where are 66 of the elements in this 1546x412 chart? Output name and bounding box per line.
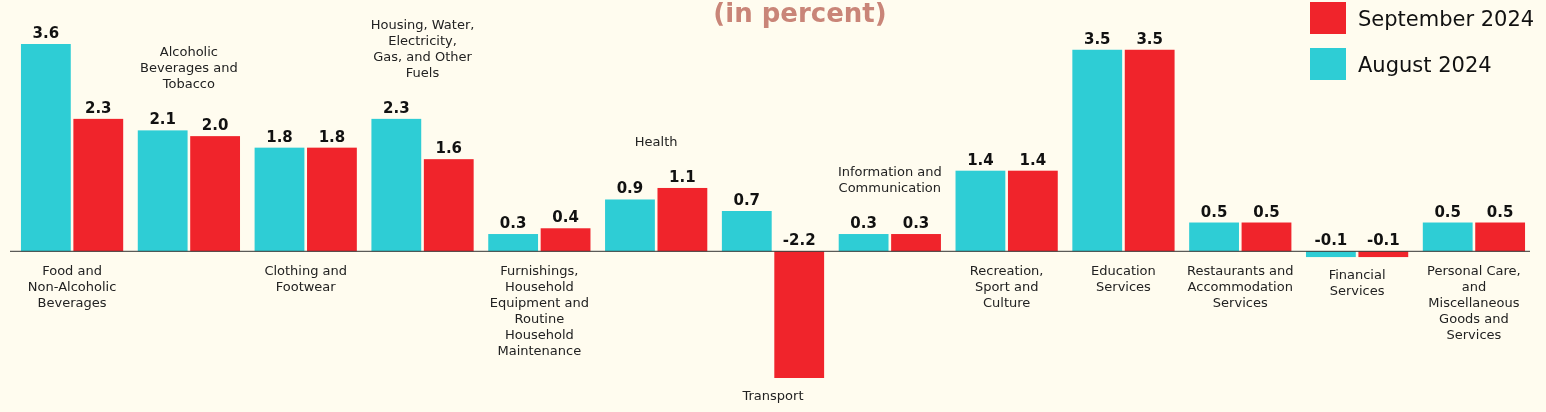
- bar: [605, 199, 655, 252]
- data-label: 1.1: [669, 167, 696, 186]
- bar: [190, 136, 241, 252]
- data-label: 3.5: [1136, 29, 1163, 48]
- bar: [307, 147, 357, 252]
- bar: [540, 228, 591, 252]
- data-label: 2.0: [201, 116, 229, 135]
- bar: [955, 170, 1006, 252]
- bar: [423, 159, 474, 252]
- x-tick-label: Personal Care, and Miscellaneous Goods and Services: [1427, 263, 1521, 343]
- bar: [1422, 222, 1473, 252]
- bar: [721, 211, 772, 252]
- x-tick-label: Restaurants and Accommodation Services: [1187, 263, 1294, 311]
- bar: [1124, 49, 1175, 252]
- bar: [137, 130, 188, 252]
- bar: [774, 251, 825, 378]
- data-label: 1.8: [318, 127, 346, 146]
- bar: [254, 147, 305, 252]
- x-tick-label: Alcoholic Beverages and Tobacco: [140, 44, 238, 92]
- bar: [488, 234, 539, 252]
- data-label: 0.4: [552, 208, 579, 227]
- data-label: -0.1: [1314, 231, 1348, 250]
- bar: [1475, 222, 1526, 252]
- x-tick-label: Clothing and Footwear: [264, 263, 348, 295]
- bar: [20, 44, 71, 252]
- x-tick-label: Financial Services: [1328, 267, 1386, 299]
- x-tick-label: Recreation, Sport and Culture: [969, 263, 1044, 311]
- legend-label: September 2024: [1358, 7, 1535, 31]
- data-label: -0.1: [1366, 231, 1400, 250]
- x-tick-label: Education Services: [1091, 263, 1156, 295]
- data-label: 3.6: [32, 24, 60, 42]
- data-label: 1.4: [1019, 150, 1047, 169]
- data-label: 1.8: [266, 127, 293, 146]
- data-label: 0.5: [1434, 202, 1461, 221]
- data-label: 0.9: [616, 179, 644, 198]
- data-label: 2.1: [149, 110, 176, 129]
- data-label: 0.5: [1200, 202, 1228, 221]
- data-label: 2.3: [383, 98, 410, 117]
- data-label: -2.2: [782, 231, 816, 250]
- x-tick-label: Food and Non-Alcoholic Beverages: [27, 263, 117, 311]
- bar: [1007, 170, 1058, 252]
- bar: [371, 118, 422, 252]
- data-label: 0.3: [850, 214, 877, 233]
- legend-label: August 2024: [1358, 53, 1492, 77]
- data-label: 0.3: [499, 214, 527, 233]
- x-tick-label: Health: [634, 133, 678, 149]
- x-tick-label: Information and Communication: [837, 164, 942, 196]
- data-label: 1.6: [435, 139, 463, 158]
- x-tick-label: Furnishings, Household Equipment and Routine Household Maintenance: [489, 263, 589, 359]
- bar: [891, 234, 941, 252]
- data-label: 1.4: [967, 150, 994, 169]
- bar: [73, 118, 124, 252]
- bar: [1189, 222, 1239, 252]
- data-label: 0.5: [1253, 202, 1280, 221]
- bar: [1072, 49, 1123, 252]
- data-label: 0.5: [1486, 202, 1514, 221]
- bar: [838, 234, 889, 252]
- bar: [1241, 222, 1292, 252]
- data-label: 2.3: [85, 98, 112, 117]
- x-tick-label: Transport: [741, 388, 804, 403]
- data-label: 3.5: [1083, 29, 1111, 48]
- bar: [657, 187, 708, 252]
- x-tick-label: Housing, Water, Electricity, Gas, and Other Fuels: [370, 16, 475, 80]
- data-label: 0.3: [902, 214, 930, 233]
- data-label: 0.7: [733, 191, 761, 209]
- chart-title: (in percent): [713, 0, 887, 28]
